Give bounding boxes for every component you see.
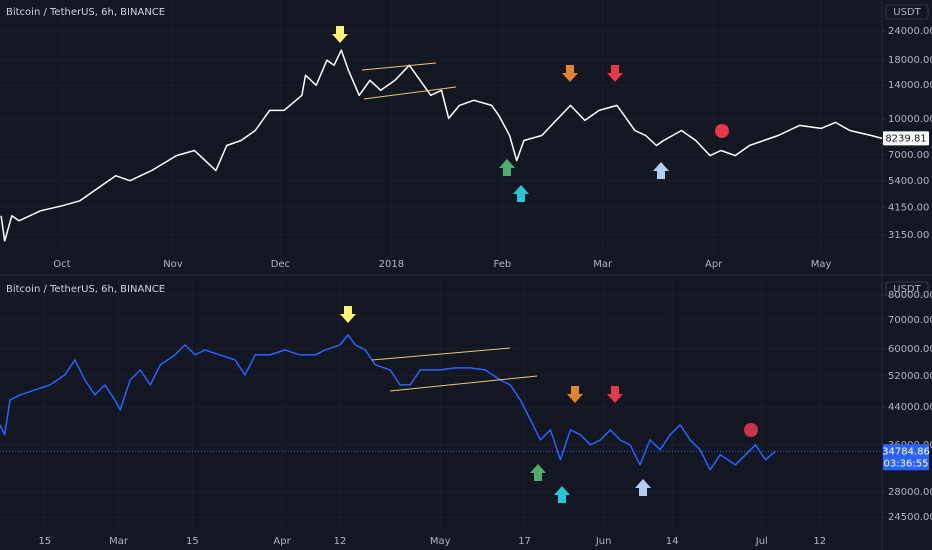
x-tick-label: Nov <box>163 259 183 270</box>
arrow-up <box>653 162 669 179</box>
y-tick-label: 70000.00 <box>888 315 932 326</box>
y-tick-label: 4150.00 <box>888 202 929 213</box>
arrow-down <box>607 386 623 403</box>
arrow-down <box>562 65 578 82</box>
arrow-down <box>340 306 356 323</box>
x-tick-label: Feb <box>494 259 512 270</box>
x-tick-label: May <box>430 536 451 547</box>
y-tick-label: 28000.00 <box>888 487 932 498</box>
price-line <box>0 49 883 242</box>
x-tick-label: 12 <box>813 536 826 547</box>
arrow-up <box>499 159 515 176</box>
trend-line <box>389 375 538 392</box>
marker-circle <box>744 423 758 437</box>
axis-unit-box <box>885 4 929 20</box>
arrow-up <box>530 464 546 481</box>
trend-line <box>363 86 457 100</box>
annotations <box>332 26 758 503</box>
price-line <box>0 334 776 471</box>
y-tick-label: 3150.00 <box>888 230 929 241</box>
x-tick-label: 12 <box>334 536 347 547</box>
arrow-down <box>567 386 583 403</box>
x-tick-label: Mar <box>109 536 129 547</box>
x-tick-label: 15 <box>186 536 199 547</box>
x-tick-label: Jul <box>755 536 768 547</box>
plot <box>0 49 883 471</box>
x-tick-label: Apr <box>705 259 723 270</box>
arrow-down <box>607 65 623 82</box>
y-tick-label: 44000.00 <box>888 402 932 413</box>
x-tick-label: 14 <box>666 536 679 547</box>
y-tick-label: 52000.00 <box>888 371 932 382</box>
y-tick-label: 10000.00 <box>888 114 932 125</box>
arrow-up <box>635 479 651 496</box>
arrow-down <box>332 26 348 43</box>
y-tick-label: 7000.00 <box>888 150 929 161</box>
x-tick-label: Mar <box>593 259 613 270</box>
x-tick-label: May <box>811 259 832 270</box>
y-tick-label: 14000.00 <box>888 80 932 91</box>
last-price-label: 34784.86 <box>882 446 930 457</box>
last-price-box <box>883 131 929 146</box>
axes: Bitcoin / TetherUS, 6h, BINANCE USDT 3150.… <box>6 4 932 547</box>
chart-title: Bitcoin / TetherUS, 6h, BINANCE <box>6 284 165 295</box>
trend-line <box>361 62 437 71</box>
x-tick-label: 2018 <box>379 259 404 270</box>
x-tick-label: Oct <box>53 259 70 270</box>
x-tick-label: Apr <box>273 536 291 547</box>
arrow-up <box>513 185 529 202</box>
last-price-box <box>883 444 929 471</box>
last-price-label: 8239.81 <box>885 133 926 144</box>
y-tick-label: 24500.00 <box>888 512 932 523</box>
x-tick-label: Dec <box>271 259 290 270</box>
x-tick-label: 15 <box>38 536 51 547</box>
y-tick-label: 60000.00 <box>888 344 932 355</box>
x-tick-label: Jun <box>595 536 612 547</box>
grid <box>0 0 882 530</box>
y-tick-label: 5400.00 <box>888 176 929 187</box>
axis-unit-box <box>885 281 929 297</box>
chart-title: Bitcoin / TetherUS, 6h, BINANCE <box>6 7 165 18</box>
arrow-up <box>554 486 570 503</box>
trend-line <box>371 347 511 361</box>
axis-unit: USDT <box>893 7 921 18</box>
x-tick-label: 17 <box>518 536 531 547</box>
y-tick-label: 80000.00 <box>888 290 932 301</box>
y-tick-label: 24000.00 <box>888 26 932 37</box>
countdown-label: 03:36:55 <box>884 458 929 469</box>
axis-unit: USDT <box>893 284 921 295</box>
y-tick-label: 18000.00 <box>888 55 932 66</box>
marker-circle <box>715 124 729 138</box>
